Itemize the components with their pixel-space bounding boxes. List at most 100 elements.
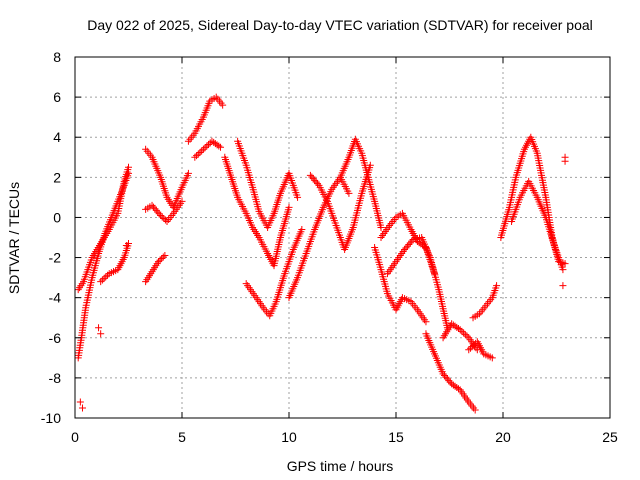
data-point — [161, 216, 169, 224]
y-axis-label: SDTVAR / TECUs — [6, 182, 22, 294]
x-axis-label: GPS time / hours — [287, 458, 394, 474]
y-tick-label: -10 — [41, 410, 61, 426]
data-points — [74, 93, 569, 414]
data-point — [191, 153, 199, 161]
x-tick-label: 0 — [71, 429, 79, 445]
data-point — [405, 241, 413, 249]
data-point — [461, 331, 469, 339]
data-point — [471, 406, 479, 414]
data-point — [125, 169, 132, 177]
data-point — [215, 142, 223, 150]
data-point — [408, 237, 416, 245]
data-point — [156, 256, 164, 264]
data-point — [401, 246, 409, 254]
data-point — [95, 324, 103, 332]
data-point — [460, 329, 468, 337]
data-point — [422, 318, 430, 326]
grid-lines — [75, 57, 610, 418]
y-tick-label: -2 — [49, 250, 62, 266]
data-point — [149, 203, 157, 211]
data-point — [100, 274, 108, 282]
data-point — [312, 178, 320, 186]
data-point — [559, 282, 567, 290]
data-point — [488, 354, 496, 362]
data-point — [308, 173, 316, 181]
plot-frame — [74, 56, 611, 419]
data-point — [463, 332, 471, 340]
data-point — [345, 189, 353, 197]
data-point — [470, 341, 478, 349]
data-point — [443, 375, 451, 383]
data-point — [219, 101, 227, 109]
y-tick-label: -8 — [49, 370, 62, 386]
data-point — [466, 344, 474, 352]
data-point — [78, 404, 86, 412]
data-point — [203, 142, 211, 150]
data-point — [441, 372, 449, 380]
x-tick-label: 5 — [178, 429, 186, 445]
data-point — [161, 252, 169, 260]
y-tick-label: 4 — [53, 129, 61, 145]
data-point — [314, 180, 322, 188]
data-point — [194, 150, 202, 158]
data-point — [152, 206, 160, 214]
data-point — [199, 145, 207, 153]
data-point — [311, 176, 319, 184]
y-tick-label: -4 — [49, 290, 62, 306]
axis-ticks: 0 5 10 15 20 25 -10 -8 -6 -4 -2 0 2 4 6 8 — [41, 49, 618, 445]
data-point — [468, 343, 476, 351]
data-point — [104, 271, 112, 279]
data-point — [98, 276, 106, 284]
data-point — [298, 225, 306, 233]
data-point — [151, 205, 159, 213]
data-point — [201, 144, 209, 152]
y-tick-label: 8 — [53, 49, 61, 65]
data-point — [196, 148, 204, 156]
data-point — [97, 330, 105, 338]
data-point — [406, 239, 414, 247]
data-point — [184, 169, 192, 177]
data-point — [125, 163, 132, 171]
y-tick-label: -6 — [49, 330, 62, 346]
data-point — [442, 373, 450, 381]
x-tick-label: 25 — [602, 429, 618, 445]
data-point — [160, 214, 168, 222]
data-point — [439, 370, 447, 378]
data-point — [294, 193, 302, 201]
data-point — [454, 385, 462, 393]
data-point — [159, 253, 167, 261]
data-point — [458, 327, 466, 335]
data-point — [97, 278, 105, 286]
x-tick-label: 15 — [388, 429, 404, 445]
data-point — [154, 258, 162, 266]
data-point — [198, 147, 206, 155]
data-point — [155, 210, 163, 218]
y-tick-label: 6 — [53, 89, 61, 105]
data-point — [309, 175, 317, 183]
data-point — [465, 346, 473, 354]
data-point — [446, 378, 454, 386]
x-tick-label: 20 — [495, 429, 511, 445]
data-point — [154, 208, 162, 216]
data-point — [76, 398, 84, 406]
data-point — [377, 223, 385, 231]
data-point — [122, 242, 130, 250]
data-point — [158, 255, 166, 263]
data-point — [102, 273, 110, 281]
data-point — [403, 242, 411, 250]
data-point — [456, 326, 464, 334]
data-point — [205, 140, 213, 148]
data-point — [559, 266, 567, 274]
y-tick-label: 0 — [53, 209, 61, 225]
data-point — [178, 197, 186, 205]
data-point — [493, 282, 501, 290]
data-point — [445, 377, 453, 385]
data-point — [285, 203, 293, 211]
data-point — [402, 244, 410, 252]
data-point — [193, 152, 201, 160]
data-point — [158, 213, 166, 221]
chart-title: Day 022 of 2025, Sidereal Day-to-day VTE… — [87, 17, 593, 33]
data-point — [148, 201, 156, 209]
data-point — [561, 157, 569, 165]
